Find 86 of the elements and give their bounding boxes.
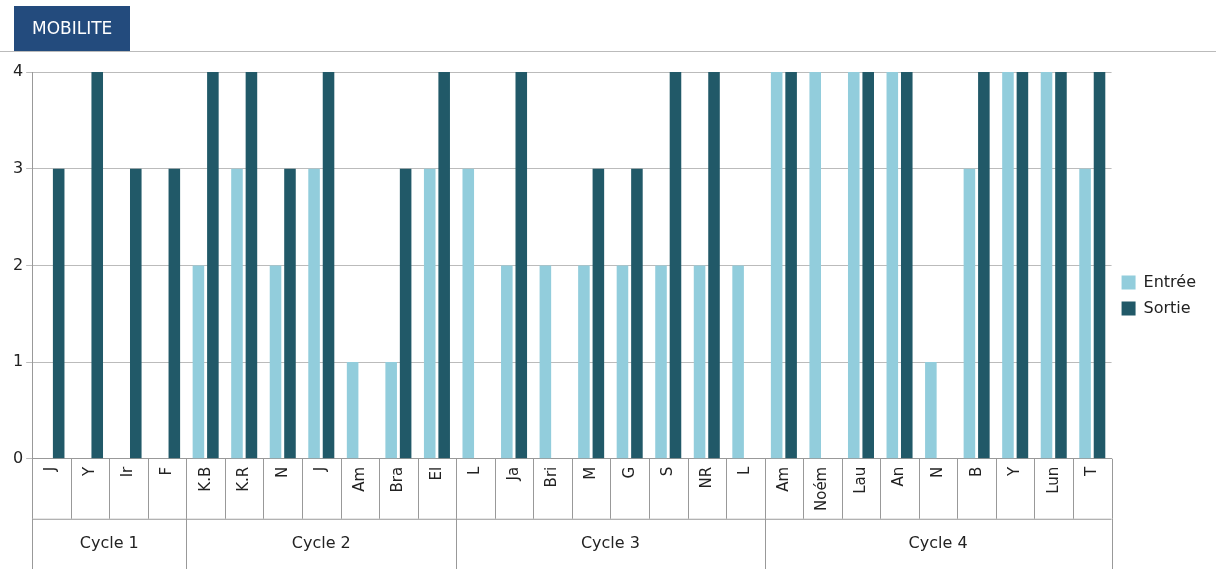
chart-title: MOBILITE bbox=[14, 6, 131, 51]
x-tick-label: An bbox=[889, 466, 908, 487]
text: Cycle 3 bbox=[580, 533, 640, 553]
bar bbox=[978, 72, 990, 459]
bar bbox=[1002, 72, 1014, 459]
bar bbox=[616, 265, 629, 459]
bar bbox=[1055, 72, 1067, 459]
bar bbox=[925, 362, 937, 459]
legend-label: Sortie bbox=[1143, 297, 1191, 317]
x-tick-label: N bbox=[272, 466, 291, 478]
x-tick-label: Bra bbox=[388, 466, 407, 493]
x-tick-label: Bri bbox=[542, 466, 561, 488]
text: Cycle 1 bbox=[79, 533, 139, 553]
y-tick-label: 4 bbox=[12, 61, 24, 81]
x-tick-label: N bbox=[927, 466, 946, 478]
x-tick-label: T bbox=[1082, 465, 1101, 477]
bar bbox=[770, 72, 783, 459]
x-tick-label: F bbox=[156, 466, 175, 476]
bar bbox=[1040, 72, 1053, 459]
y-tick-label: 3 bbox=[12, 157, 24, 177]
bar bbox=[669, 72, 682, 459]
bar bbox=[539, 265, 552, 459]
x-tick-label: M bbox=[581, 466, 600, 480]
bar bbox=[462, 168, 475, 459]
bar bbox=[900, 72, 913, 459]
x-tick-label: Ja bbox=[503, 466, 522, 482]
bar bbox=[399, 168, 412, 459]
bar bbox=[308, 168, 320, 459]
x-tick-label: J bbox=[41, 466, 60, 473]
bar bbox=[385, 362, 397, 459]
bar bbox=[1016, 72, 1029, 459]
bar bbox=[269, 265, 282, 459]
text: Cycle 4 bbox=[908, 533, 968, 553]
x-tick-label: Am bbox=[349, 466, 368, 492]
bar bbox=[52, 168, 65, 459]
y-tick-label: 0 bbox=[12, 447, 24, 467]
bar bbox=[693, 265, 706, 459]
bar bbox=[322, 72, 335, 459]
x-tick-label: Am bbox=[773, 466, 792, 492]
x-tick-label: J bbox=[311, 466, 330, 473]
bar bbox=[886, 72, 899, 459]
bar bbox=[785, 72, 797, 459]
bar bbox=[732, 265, 744, 459]
x-tick-label: Y bbox=[1005, 465, 1024, 477]
bar bbox=[423, 168, 436, 459]
x-tick-label: K.B bbox=[195, 466, 214, 492]
bar bbox=[1093, 72, 1106, 459]
x-tick-label: L bbox=[735, 466, 754, 476]
x-tick-label: G bbox=[619, 466, 638, 479]
bar bbox=[515, 72, 528, 459]
bar bbox=[578, 265, 590, 459]
y-tick-label: 2 bbox=[12, 254, 24, 274]
x-tick-label: Lun bbox=[1043, 466, 1062, 494]
legend-label: Entrée bbox=[1143, 271, 1196, 291]
x-tick-label: Ir bbox=[118, 465, 137, 478]
bar bbox=[963, 168, 976, 459]
bar bbox=[1079, 168, 1091, 459]
x-tick-label: K.R bbox=[234, 466, 253, 492]
bar bbox=[231, 168, 243, 459]
bar bbox=[192, 265, 205, 459]
x-tick-label: NR bbox=[696, 466, 715, 489]
bar bbox=[130, 168, 142, 459]
bar bbox=[245, 72, 258, 459]
bar bbox=[655, 265, 667, 459]
x-tick-label: El bbox=[426, 466, 445, 481]
text: Cycle 2 bbox=[291, 533, 351, 553]
x-tick-label: Y bbox=[79, 465, 98, 477]
bar bbox=[809, 72, 821, 459]
bar bbox=[284, 168, 296, 459]
bar bbox=[501, 265, 513, 459]
x-tick-label: Lau bbox=[850, 466, 869, 494]
bar bbox=[862, 72, 874, 459]
bar bbox=[91, 72, 104, 459]
bar bbox=[346, 362, 359, 459]
x-tick-label: Noém bbox=[812, 466, 831, 512]
x-tick-label: L bbox=[465, 466, 484, 476]
bar bbox=[592, 168, 605, 459]
bar bbox=[168, 168, 181, 459]
bar bbox=[207, 72, 219, 459]
bar bbox=[438, 72, 450, 459]
bar bbox=[708, 72, 720, 459]
bar bbox=[847, 72, 860, 459]
x-tick-label: B bbox=[966, 466, 985, 478]
x-tick-label: S bbox=[658, 466, 677, 477]
bar bbox=[631, 168, 643, 459]
y-tick-label: 1 bbox=[12, 351, 24, 371]
